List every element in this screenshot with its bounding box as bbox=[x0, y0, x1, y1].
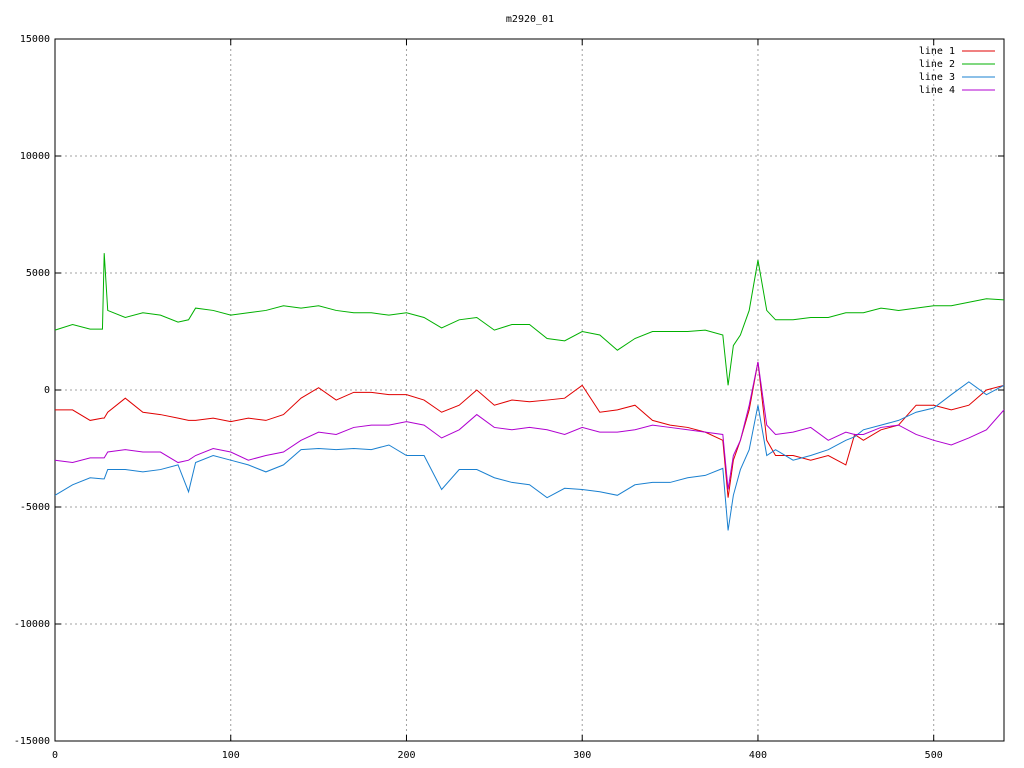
series-line bbox=[54, 381, 1005, 531]
legend-label: line 3 bbox=[919, 72, 955, 83]
y-tick-label: 0 bbox=[44, 385, 50, 396]
legend-label: line 1 bbox=[919, 46, 955, 57]
y-tick-label: 10000 bbox=[20, 151, 50, 162]
chart-title: m2920_01 bbox=[506, 14, 554, 25]
series-line bbox=[54, 361, 1005, 490]
x-tick-label: 300 bbox=[573, 750, 591, 761]
series-line bbox=[54, 253, 1005, 386]
series-line bbox=[55, 361, 1005, 498]
y-tick-label: -15000 bbox=[14, 736, 50, 747]
x-tick-label: 0 bbox=[52, 750, 58, 761]
x-tick-label: 500 bbox=[925, 750, 943, 761]
x-tick-label: 100 bbox=[222, 750, 240, 761]
legend-label: line 2 bbox=[919, 59, 955, 70]
legend-label: line 4 bbox=[919, 85, 955, 96]
x-tick-label: 400 bbox=[749, 750, 767, 761]
y-tick-label: -5000 bbox=[20, 502, 50, 513]
plot-frame bbox=[54, 38, 1005, 742]
x-tick-label: 200 bbox=[397, 750, 415, 761]
y-tick-label: 15000 bbox=[20, 34, 50, 45]
y-tick-label: 5000 bbox=[26, 268, 50, 279]
y-tick-label: -10000 bbox=[14, 619, 50, 630]
